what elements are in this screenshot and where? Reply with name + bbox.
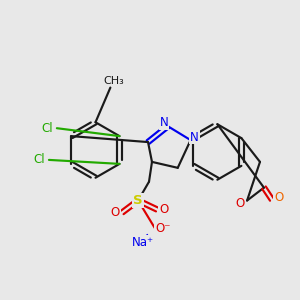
Text: O: O [274,191,283,204]
Text: Cl: Cl [41,122,53,135]
Text: Cl: Cl [33,153,45,167]
Text: N: N [190,130,199,144]
Text: O: O [111,206,120,219]
Text: CH₃: CH₃ [103,76,124,85]
Text: O: O [159,203,169,216]
Text: O: O [236,197,245,210]
Text: O⁻: O⁻ [155,222,171,235]
Text: Na⁺: Na⁺ [132,236,154,249]
Text: N: N [160,116,168,129]
Text: S: S [133,194,143,207]
